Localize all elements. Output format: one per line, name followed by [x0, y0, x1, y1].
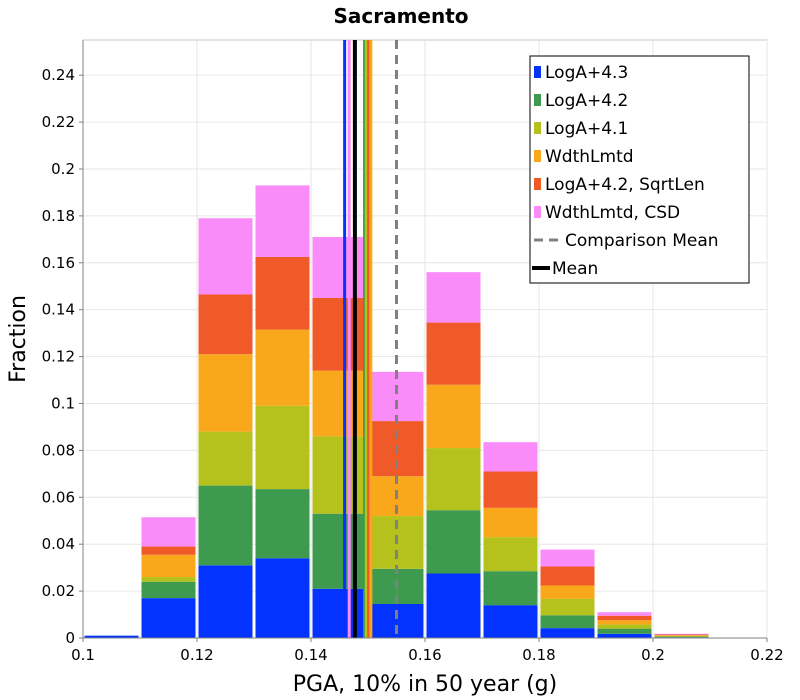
bar-segment — [426, 322, 481, 385]
legend-label: WdthLmtd — [545, 147, 634, 167]
legend-label: LogA+4.1 — [545, 119, 628, 139]
bar-segment — [540, 566, 595, 586]
bar-segment — [426, 272, 481, 323]
y-tick-label: 0.24 — [42, 66, 75, 84]
legend-label: Comparison Mean — [565, 231, 719, 251]
legend-swatch — [534, 94, 541, 106]
x-tick-label: 0.12 — [180, 646, 213, 664]
y-axis-ticks: 0 0.02 0.04 0.06 0.08 0.1 0.12 0.14 0.16 0.18 0.2 0… — [42, 66, 83, 647]
x-axis-title: PGA, 10% in 50 year (g) — [293, 672, 557, 697]
bar-segment — [312, 436, 367, 514]
y-tick-label: 0.08 — [42, 441, 75, 459]
bar-segment — [654, 636, 709, 638]
y-tick-label: 0.04 — [42, 535, 75, 553]
y-tick-label: 0.06 — [42, 488, 75, 506]
bar-segment — [141, 581, 196, 599]
bar-segment — [483, 605, 538, 638]
x-tick-label: 0.18 — [522, 646, 555, 664]
bar-segment — [312, 297, 367, 371]
bar-segment — [426, 384, 481, 449]
bar-segment — [654, 635, 709, 637]
y-tick-label: 0.1 — [51, 394, 75, 412]
legend-label: LogA+4.2 — [545, 91, 628, 111]
bar-segment — [141, 598, 196, 638]
y-tick-label: 0.14 — [42, 301, 75, 319]
bar-segment — [141, 517, 196, 547]
bar-segment — [597, 624, 652, 629]
bar-segment — [597, 620, 652, 625]
bar-segment — [198, 218, 253, 295]
x-tick-label: 0.16 — [408, 646, 441, 664]
legend-swatch — [534, 206, 541, 218]
bar-segment — [312, 588, 367, 638]
bar-segment — [483, 471, 538, 508]
bar-segment — [654, 633, 709, 635]
bar-segment — [198, 431, 253, 486]
bar-segment — [141, 577, 196, 582]
bar-segment — [483, 537, 538, 572]
bar-segment — [597, 615, 652, 621]
x-axis-ticks: 0.1 0.12 0.14 0.16 0.18 0.2 0.22 — [71, 638, 784, 664]
bar-segment — [483, 571, 538, 606]
y-axis-title: Fraction — [6, 295, 31, 383]
bar-segment — [198, 354, 253, 432]
bar-segment — [597, 628, 652, 634]
x-tick-label: 0.2 — [641, 646, 665, 664]
bar-segment — [312, 370, 367, 437]
bar-segment — [84, 635, 139, 638]
bar-segment — [540, 585, 595, 599]
bar-segment — [255, 185, 310, 257]
bar-segment — [198, 294, 253, 355]
legend-label: LogA+4.2, SqrtLen — [545, 175, 705, 195]
bar-segment — [654, 634, 709, 636]
bar-segment — [141, 554, 196, 578]
bar-segment — [255, 256, 310, 330]
bar-segment — [654, 635, 709, 636]
bar-segment — [141, 546, 196, 555]
x-tick-label: 0.14 — [294, 646, 327, 664]
y-tick-label: 0.18 — [42, 207, 75, 225]
bar-segment — [198, 485, 253, 566]
bar-segment — [426, 573, 481, 638]
bar-segment — [540, 615, 595, 629]
bar-segment — [312, 236, 367, 298]
y-tick-label: 0 — [65, 629, 75, 647]
bar-segment — [540, 628, 595, 638]
bar-segment — [426, 510, 481, 574]
x-tick-label: 0.1 — [71, 646, 95, 664]
bar-segment — [597, 612, 652, 616]
bar-segment — [255, 489, 310, 559]
mean-lines — [343, 40, 398, 638]
y-tick-label: 0.22 — [42, 113, 75, 131]
bar-segment — [483, 442, 538, 472]
legend-label: LogA+4.3 — [545, 63, 628, 83]
bar-segment — [540, 549, 595, 567]
x-tick-label: 0.22 — [750, 646, 783, 664]
y-tick-label: 0.16 — [42, 254, 75, 272]
y-tick-label: 0.02 — [42, 582, 75, 600]
legend: LogA+4.3 LogA+4.2 LogA+4.1 WdthLmtd LogA+4.2… — [529, 55, 750, 284]
bar-segment — [255, 405, 310, 490]
bar-segment — [540, 598, 595, 616]
y-tick-label: 0.2 — [51, 160, 75, 178]
bar-segment — [255, 329, 310, 406]
bar-segment — [255, 558, 310, 638]
legend-box — [529, 55, 750, 284]
legend-label: WdthLmtd, CSD — [545, 203, 680, 223]
legend-swatch — [534, 66, 541, 78]
bar-segment — [426, 448, 481, 511]
y-tick-label: 0.12 — [42, 348, 75, 366]
bar-segment — [597, 633, 652, 638]
legend-swatch — [534, 150, 541, 162]
legend-swatch — [534, 178, 541, 190]
bar-segment — [483, 507, 538, 538]
bar-segment — [312, 513, 367, 589]
bar-segment — [198, 565, 253, 638]
chart-title: Sacramento — [333, 4, 468, 28]
legend-swatch — [534, 122, 541, 134]
stacked-bars — [84, 185, 709, 638]
legend-label: Mean — [552, 259, 598, 279]
bar-segment — [369, 371, 424, 422]
